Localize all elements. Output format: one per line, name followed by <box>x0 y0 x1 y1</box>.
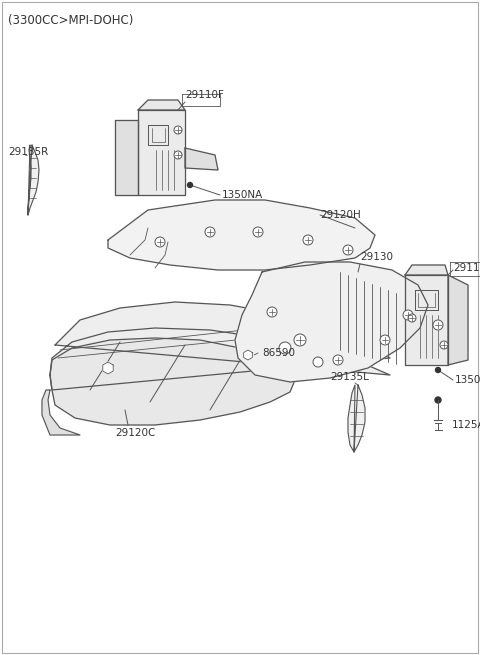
Circle shape <box>303 235 313 245</box>
Circle shape <box>408 314 416 322</box>
Circle shape <box>435 397 441 403</box>
Circle shape <box>333 355 343 365</box>
Polygon shape <box>348 385 365 452</box>
Polygon shape <box>103 362 113 374</box>
Polygon shape <box>42 390 80 435</box>
Polygon shape <box>50 302 390 390</box>
Polygon shape <box>138 110 185 195</box>
Circle shape <box>267 307 277 317</box>
Polygon shape <box>185 148 218 170</box>
Circle shape <box>403 310 413 320</box>
Polygon shape <box>405 265 448 275</box>
Text: 29110G: 29110G <box>453 263 480 273</box>
Text: 29120H: 29120H <box>320 210 361 220</box>
Circle shape <box>205 227 215 237</box>
Circle shape <box>155 237 165 247</box>
Text: 29135L: 29135L <box>330 372 369 382</box>
Text: 1350NA: 1350NA <box>455 375 480 385</box>
Text: 86590: 86590 <box>262 348 295 358</box>
Circle shape <box>343 245 353 255</box>
Text: 29135R: 29135R <box>8 147 48 157</box>
Circle shape <box>380 335 390 345</box>
Polygon shape <box>235 262 428 382</box>
Text: 29120C: 29120C <box>115 428 156 438</box>
Text: 1350NA: 1350NA <box>222 190 263 200</box>
Circle shape <box>440 341 448 349</box>
Text: 29110F: 29110F <box>185 90 224 100</box>
Polygon shape <box>244 350 252 360</box>
Text: 1125AD: 1125AD <box>452 420 480 430</box>
Polygon shape <box>28 145 39 215</box>
Circle shape <box>188 183 192 187</box>
Text: (3300CC>MPI-DOHC): (3300CC>MPI-DOHC) <box>8 14 133 27</box>
Circle shape <box>253 227 263 237</box>
Polygon shape <box>405 275 448 365</box>
Circle shape <box>174 126 182 134</box>
Circle shape <box>294 334 306 346</box>
Circle shape <box>279 342 291 354</box>
Circle shape <box>174 151 182 159</box>
Polygon shape <box>115 120 138 195</box>
Text: 29130: 29130 <box>360 252 393 262</box>
Polygon shape <box>50 338 295 425</box>
Polygon shape <box>448 275 468 365</box>
Circle shape <box>435 367 441 373</box>
Polygon shape <box>108 200 375 270</box>
Polygon shape <box>138 100 185 110</box>
Circle shape <box>433 320 443 330</box>
Circle shape <box>313 357 323 367</box>
